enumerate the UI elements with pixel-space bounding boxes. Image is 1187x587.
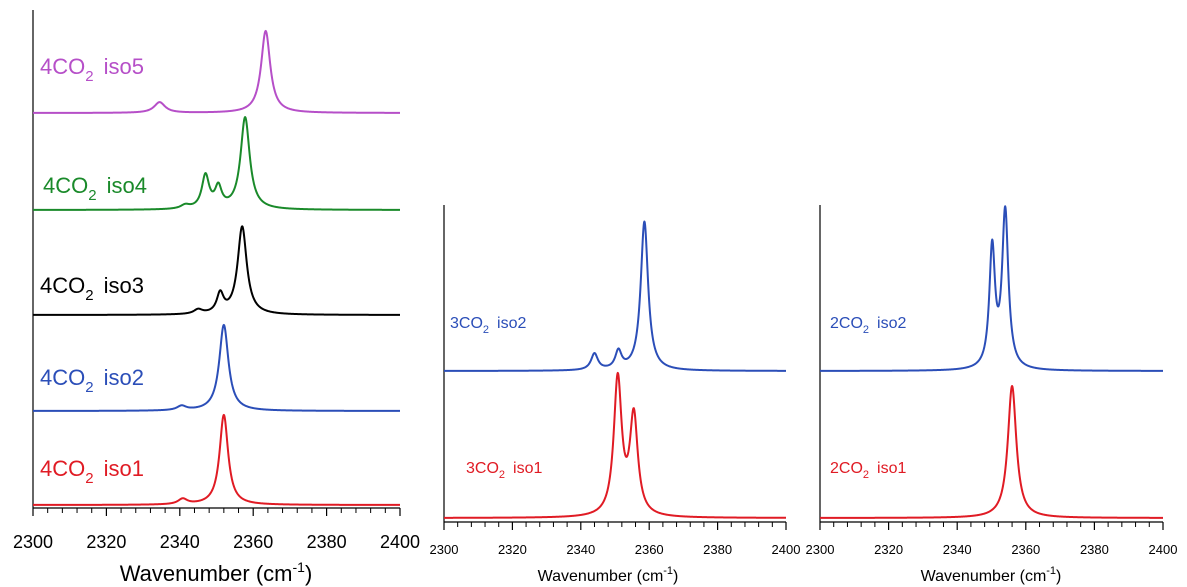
panel-right: 2CO2 iso2 2CO2 iso1 2300 2320 2340 2360 23… [806,205,1178,585]
series-label-4co2-iso1: 4CO2 iso1 [40,456,144,487]
x-tick-label-2300: 2300 [806,542,835,557]
x-tick-label-2360: 2360 [1011,542,1040,557]
x-tick-labels: 2300 2320 2340 2360 2380 2400 [13,532,420,552]
x-tick-labels: 2300 2320 2340 2360 2380 2400 [806,542,1178,557]
x-axis-title: Wavenumber (cm-1) [921,565,1062,585]
series-line-2co2-iso2 [819,205,1164,372]
x-tick-label-2340: 2340 [566,542,595,557]
series-line-3co2-iso2 [443,220,787,372]
series-label-2co2-iso1: 2CO2 iso1 [830,460,906,481]
series-label-4co2-iso2: 4CO2 iso2 [40,365,144,396]
series-lines [819,205,1164,519]
series-line-4co2-iso4 [32,116,401,211]
panel-left: 4CO2 iso5 4CO2 iso4 4CO2 iso3 4CO2 iso2 4CO2… [13,10,420,586]
x-tick-label-2380: 2380 [703,542,732,557]
x-tick-label-2340: 2340 [943,542,972,557]
x-tick-label-2340: 2340 [160,532,200,552]
x-tick-label-2360: 2360 [233,532,273,552]
x-tick-label-2400: 2400 [380,532,420,552]
x-tick-label-2380: 2380 [307,532,347,552]
series-label-3co2-iso1: 3CO2 iso1 [466,460,542,481]
series-line-4co2-iso1 [32,413,401,506]
series-label-3co2-iso2: 3CO2 iso2 [450,315,526,336]
series-label-4co2-iso5: 4CO2 iso5 [40,54,144,85]
x-tick-label-2400: 2400 [1149,542,1178,557]
x-tick-label-2300: 2300 [430,542,459,557]
series-line-3co2-iso1 [443,371,787,519]
series-line-4co2-iso5 [32,29,401,114]
x-tick-label-2400: 2400 [772,542,801,557]
series-label-4co2-iso3: 4CO2 iso3 [40,273,144,304]
x-tick-label-2380: 2380 [1080,542,1109,557]
series-label-2co2-iso2: 2CO2 iso2 [830,315,906,336]
x-axis-title: Wavenumber (cm-1) [120,559,313,586]
series-lines [32,29,401,506]
x-axis-title: Wavenumber (cm-1) [538,565,679,585]
x-ticks [32,508,401,516]
series-label-4co2-iso4: 4CO2 iso4 [43,173,147,204]
series-line-4co2-iso3 [32,225,401,316]
x-ticks [819,522,1164,530]
x-tick-labels: 2300 2320 2340 2360 2380 2400 [430,542,801,557]
x-ticks [443,522,787,530]
x-tick-label-2300: 2300 [13,532,53,552]
x-tick-label-2320: 2320 [86,532,126,552]
x-tick-label-2360: 2360 [635,542,664,557]
series-line-4co2-iso2 [32,323,401,412]
series-lines [443,220,787,519]
panel-middle: 3CO2 iso2 3CO2 iso1 2300 2320 2340 2360 23… [430,205,801,585]
series-line-2co2-iso1 [819,385,1164,519]
x-tick-label-2320: 2320 [498,542,527,557]
x-tick-label-2320: 2320 [874,542,903,557]
